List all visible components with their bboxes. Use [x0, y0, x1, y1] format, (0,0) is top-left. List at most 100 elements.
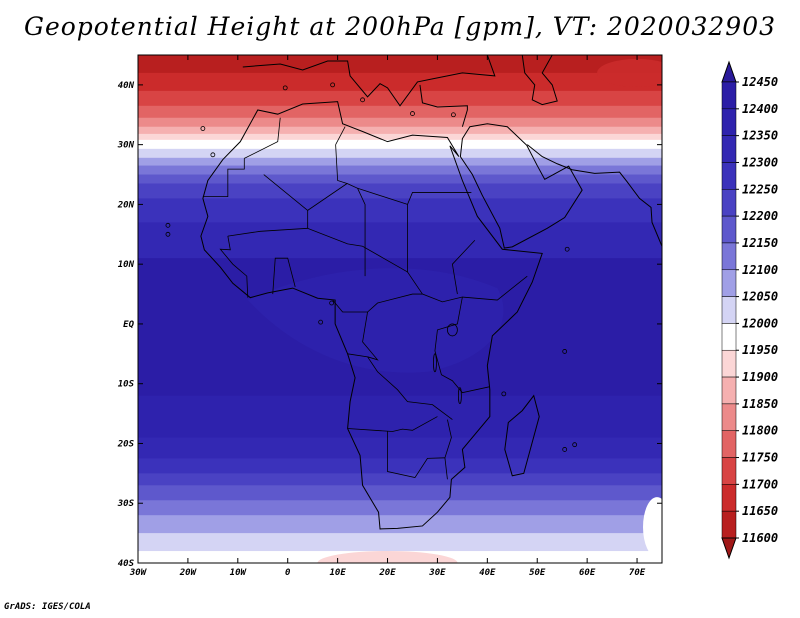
height-field [138, 55, 662, 563]
colorbar-segment [721, 430, 737, 458]
lon-tick-label: 40E [479, 568, 496, 578]
colorbar-segment [721, 349, 737, 378]
colorbar-segment [721, 457, 737, 485]
country-border [451, 239, 476, 295]
lon-tick-label: 0 [285, 568, 291, 578]
height-band [138, 105, 662, 119]
colorbar-segment [721, 510, 737, 539]
lat-tick-label: 10N [118, 260, 135, 270]
height-band [138, 55, 662, 74]
island-outline [450, 112, 456, 118]
lon-tick-label: 20W [179, 568, 198, 578]
colorbar-label: 11650 [742, 504, 778, 518]
height-band [138, 139, 662, 150]
height-band [138, 500, 662, 516]
colorbar-label: 12200 [742, 209, 778, 223]
country-border [407, 192, 472, 205]
lake-outline [457, 387, 462, 405]
colorbar-label: 12100 [742, 263, 778, 277]
colorbar-segment [721, 162, 737, 190]
height-band [138, 458, 662, 474]
colorbar-label: 12250 [742, 182, 778, 196]
country-border [307, 183, 366, 277]
lat-tick-label: 40N [118, 81, 135, 91]
colorbar-segment [721, 296, 737, 324]
lon-tick-label: 60E [579, 568, 596, 578]
anatolia-coastline [419, 84, 468, 127]
height-band [138, 395, 662, 439]
colorbar-segment [721, 376, 737, 405]
colorbar-label: 12450 [742, 75, 778, 89]
lon-tick-label: 30E [428, 568, 446, 578]
asia-coastline [526, 144, 662, 247]
map-chart: 30W 20W 10W 0 10E 20E 30E 40E 50E 60E 70E 40N 30N 20N… [117, 54, 778, 578]
lon-tick-label: 10W [230, 568, 248, 578]
madagascar-coastline [504, 394, 540, 477]
country-border [219, 236, 249, 298]
country-border [272, 257, 296, 295]
colorbar-label: 12350 [742, 129, 778, 143]
country-border [387, 431, 445, 478]
island-outline [501, 391, 507, 397]
country-border [407, 271, 528, 303]
caspian-coastline [521, 55, 558, 106]
country-border [357, 187, 408, 205]
height-band [138, 90, 662, 107]
island-outline [330, 82, 336, 88]
lon-tick-label: 30W [129, 568, 148, 578]
lon-tick-label: 70E [629, 568, 646, 578]
height-band [138, 126, 662, 135]
height-band [138, 148, 662, 159]
lon-tick-label: 50E [529, 568, 546, 578]
height-core [247, 268, 504, 373]
height-band [138, 165, 662, 176]
country-border [244, 117, 281, 159]
colorbar-segment [721, 403, 737, 431]
lat-tick-label: 30N [117, 141, 135, 151]
island-outline [165, 231, 171, 237]
lat-tick-label: EQ [123, 320, 134, 330]
island-outline [572, 442, 578, 448]
colorbar-label: 11700 [742, 477, 778, 491]
island-outline [329, 300, 335, 306]
height-band [138, 117, 662, 128]
colorbar: 12450 12400 12350 12300 12250 12200 12150 12100… [721, 60, 778, 560]
height-band [138, 515, 662, 534]
lat-tick-label: 30S [117, 499, 135, 509]
europe-coastline [242, 55, 496, 107]
africa-coastline [200, 101, 543, 530]
lat-tick-label: 40S [118, 559, 135, 569]
lat-tick-label: 20S [117, 439, 135, 449]
colorbar-segment [721, 242, 737, 271]
country-border [335, 126, 346, 145]
plot-frame [137, 54, 663, 564]
colorbar-label: 12150 [742, 236, 778, 250]
island-outline [562, 447, 568, 452]
lat-tick-label: 10S [118, 380, 135, 390]
country-border [227, 227, 308, 237]
colorbar-segment [721, 189, 737, 217]
lake-outline [433, 353, 437, 373]
height-trough-northeast [597, 58, 662, 87]
coastlines [165, 55, 662, 530]
colorbar-segment [721, 108, 737, 136]
country-border [444, 419, 452, 480]
arabia-coastline [459, 123, 583, 249]
colorbar-segment [721, 269, 737, 297]
country-border [347, 416, 438, 432]
colorbar-segment [721, 81, 737, 110]
island-outline [360, 97, 365, 103]
colorbar-label: 12000 [742, 316, 778, 330]
height-band [138, 533, 662, 552]
height-band [138, 473, 662, 486]
height-band [138, 174, 662, 185]
colorbar-label: 11800 [742, 424, 778, 438]
height-band [138, 183, 662, 200]
island-outline [282, 85, 288, 91]
height-band [138, 72, 662, 92]
height-band [138, 437, 662, 460]
colorbar-segment [721, 215, 737, 244]
country-border [434, 296, 490, 394]
country-border [335, 144, 348, 184]
colorbar-label: 11750 [742, 451, 778, 465]
